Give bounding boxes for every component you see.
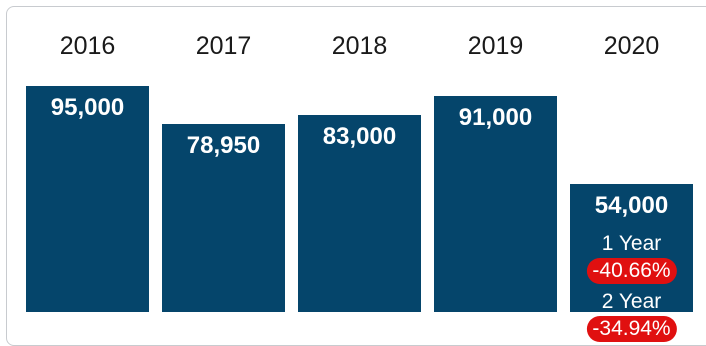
value-label-2016: 95,000	[50, 94, 125, 121]
value-label-2018: 83,000	[322, 123, 397, 150]
bar-2017: 78,950	[162, 124, 285, 312]
change-label-2: 2 Year	[601, 290, 662, 313]
bar-2020: 54,000 1 Year -40.66% 2 Year -34.94%	[570, 184, 693, 342]
bar-2016: 95,000	[26, 86, 149, 312]
bar-2018: 83,000	[298, 115, 421, 312]
year-label-2020: 2020	[603, 32, 660, 60]
year-label-2017: 2017	[195, 32, 252, 60]
bar-2019: 91,000	[434, 96, 557, 312]
value-label-2020: 54,000	[594, 192, 669, 219]
year-label-2019: 2019	[467, 32, 524, 60]
year-label-2018: 2018	[331, 32, 388, 60]
change-badge-2: -34.94%	[586, 316, 677, 342]
change-label-1: 1 Year	[601, 232, 662, 255]
value-label-2019: 91,000	[458, 104, 533, 131]
year-label-2016: 2016	[59, 32, 116, 60]
change-badge-1: -40.66%	[586, 258, 677, 284]
value-label-2017: 78,950	[186, 132, 261, 159]
